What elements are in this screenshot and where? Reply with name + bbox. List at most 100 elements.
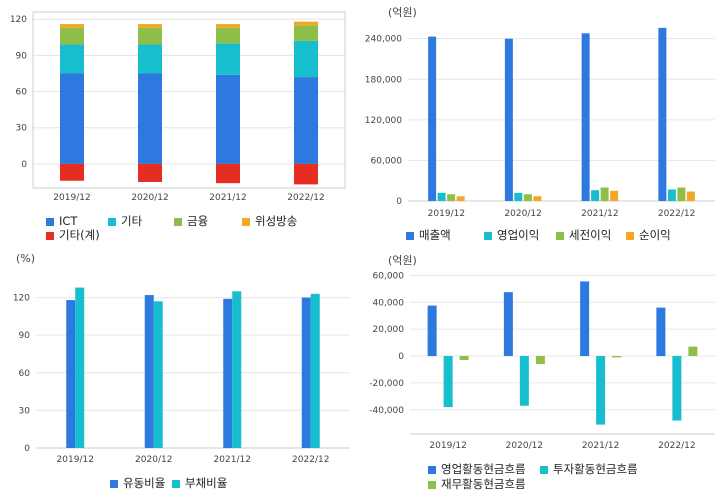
bar-기타 <box>216 43 240 75</box>
y-tick-label: 120 <box>10 15 27 25</box>
y-tick-label: -40,000 <box>369 406 404 416</box>
y-tick-label: 60,000 <box>373 271 405 281</box>
x-tick-label: 2019/12 <box>428 209 465 219</box>
y-tick-label: 60,000 <box>371 156 403 166</box>
legend-label: 순이익 <box>639 228 671 242</box>
bar-영업활동현금흐름 <box>503 292 513 357</box>
x-tick-label: 2021/12 <box>214 455 251 465</box>
legend-label: 영업활동현금흐름 <box>441 462 526 476</box>
x-tick-label: 2021/12 <box>582 441 619 451</box>
x-tick-label: 2019/12 <box>57 455 94 465</box>
bar-부채비율 <box>153 301 163 448</box>
bar-기타 <box>60 44 84 74</box>
bar-재무활동현금흐름 <box>688 346 698 357</box>
legend-item: 영업활동현금흐름 <box>428 462 526 477</box>
legend-swatch <box>540 465 548 474</box>
bar-영업이익 <box>667 189 676 201</box>
x-tick-label: 2020/12 <box>506 441 543 451</box>
chart-legend: 유동비율 부채비율 <box>110 476 350 492</box>
y-tick-label: 60 <box>19 369 31 379</box>
legend-item: 세전이익 <box>556 228 611 243</box>
legend-swatch <box>174 217 182 226</box>
bar-순이익 <box>610 190 619 201</box>
legend-swatch <box>556 231 564 240</box>
bar-부채비율 <box>232 291 242 448</box>
bar-매출액 <box>581 33 590 202</box>
bar-영업이익 <box>514 192 523 201</box>
x-tick-label: 2019/12 <box>429 441 466 451</box>
bar-세전이익 <box>600 187 609 201</box>
bar-부채비율 <box>75 287 85 448</box>
bar-ICT <box>138 73 162 164</box>
legend-label: 위성방송 <box>255 214 298 228</box>
legend-label: 세전이익 <box>569 228 612 242</box>
bar-위성방송 <box>138 24 162 28</box>
y-tick-label: 30 <box>19 406 31 416</box>
x-tick-label: 2022/12 <box>292 455 329 465</box>
y-tick-label: 20,000 <box>373 325 405 335</box>
bar-매출액 <box>428 36 437 202</box>
bar-매출액 <box>658 27 667 202</box>
bar-기타(계) <box>60 163 84 181</box>
legend-item: 순이익 <box>626 228 671 243</box>
bar-영업활동현금흐름 <box>427 305 437 357</box>
y-tick-label: 0 <box>396 197 402 207</box>
bar-금융 <box>60 27 84 45</box>
y-tick-label: 120,000 <box>365 116 402 126</box>
legend-item: 유동비율 <box>110 476 165 491</box>
y-tick-label: 90 <box>19 331 31 341</box>
bar-ICT <box>216 74 240 164</box>
bar-순이익 <box>686 191 695 201</box>
y-tick-label: 240,000 <box>365 35 402 45</box>
legend-item: 기타 <box>108 214 142 229</box>
bar-투자활동현금흐름 <box>596 356 606 425</box>
legend-item: 위성방송 <box>242 214 297 229</box>
x-tick-label: 2022/12 <box>658 441 695 451</box>
bar-재무활동현금흐름 <box>459 356 469 361</box>
bar-ICT <box>60 73 84 164</box>
x-tick-label: 2020/12 <box>135 455 172 465</box>
bar-위성방송 <box>216 24 240 28</box>
x-tick-label: 2019/12 <box>53 193 90 203</box>
legend-label: 금융 <box>187 214 209 228</box>
chart-plot: 0 30 60 90 120 2019/12 2020/12 2021/12 2022/12 <box>10 11 346 203</box>
bar-금융 <box>294 25 318 41</box>
y-tick-label: 60 <box>16 88 28 98</box>
chart-unit-label: (억원) <box>388 6 417 19</box>
bar-기타 <box>138 44 162 74</box>
chart-unit-label: (억원) <box>388 254 417 267</box>
bar-금융 <box>138 27 162 45</box>
bar-세전이익 <box>447 194 456 201</box>
legend-swatch <box>428 465 436 474</box>
bar-기타(계) <box>216 163 240 184</box>
bar-유동비율 <box>301 297 311 448</box>
bar-영업이익 <box>591 190 600 201</box>
chart-plot: 0 30 60 90 120 2019/12 2020/12 2021/12 2022/12 <box>13 287 350 465</box>
bar-재무활동현금흐름 <box>535 356 545 365</box>
bar-위성방송 <box>294 21 318 26</box>
legend-swatch <box>46 217 54 226</box>
legend-swatch <box>46 231 54 240</box>
y-tick-label: 0 <box>24 444 30 454</box>
bar-부채비율 <box>310 293 320 448</box>
chart-plot: -40,000 -20,000 0 20,000 40,000 60,000 2019/12… <box>369 271 715 451</box>
x-tick-label: 2022/12 <box>287 193 324 203</box>
y-tick-label: 180,000 <box>365 75 402 85</box>
y-tick-label: 30 <box>16 124 28 134</box>
bar-기타(계) <box>294 163 318 185</box>
legend-label: 기타 <box>121 214 143 228</box>
y-tick-label: 0 <box>21 160 27 170</box>
legend-swatch <box>172 479 180 488</box>
legend-label: 재무활동현금흐름 <box>441 477 526 491</box>
bar-영업활동현금흐름 <box>656 307 666 357</box>
legend-swatch <box>428 480 436 489</box>
y-tick-label: 40,000 <box>373 298 405 308</box>
legend-label: 기타(계) <box>59 228 100 242</box>
legend-label: 매출액 <box>419 228 451 242</box>
bar-위성방송 <box>60 24 84 28</box>
legend-label: ICT <box>59 214 78 228</box>
chart-ratios: (%) 0 30 60 90 120 2019/12 2020/12 2021/12 2022/… <box>0 248 360 496</box>
chart-sales-composition: 0 30 60 90 120 2019/12 2020/12 2021/12 2022/12 I… <box>0 0 360 248</box>
legend-swatch <box>406 231 414 240</box>
